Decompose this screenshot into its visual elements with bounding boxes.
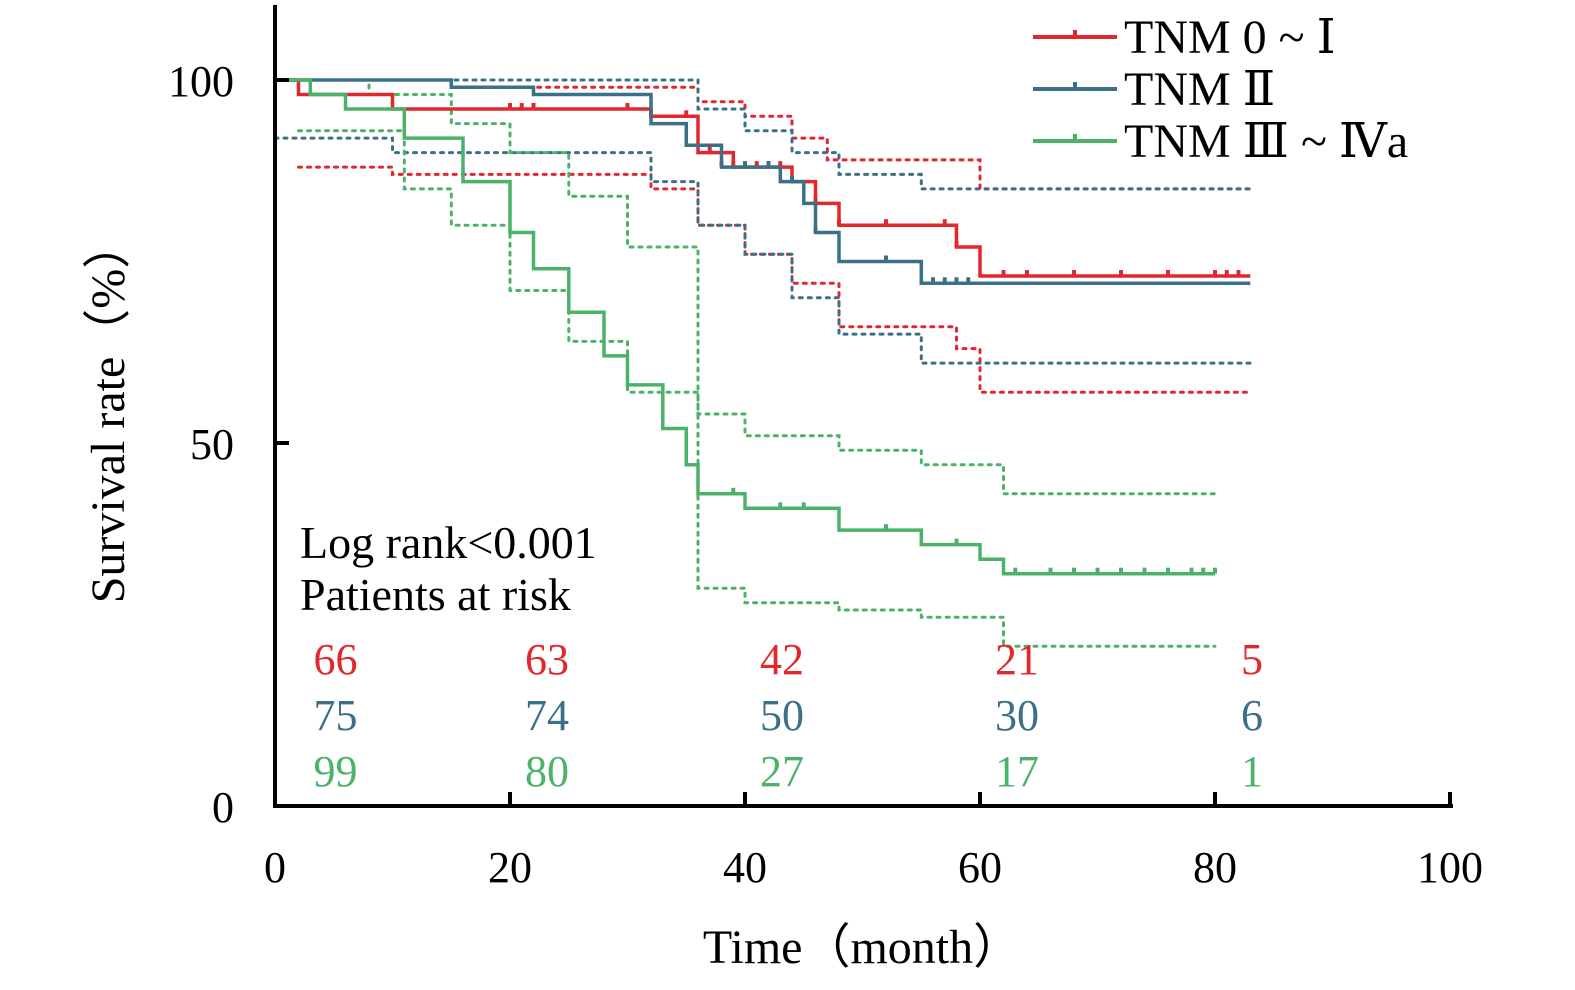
legend-label: TNM Ⅱ (1124, 63, 1275, 116)
patients-at-risk-label: Patients at risk (300, 569, 571, 620)
risk-count: 75 (314, 691, 358, 740)
risk-count: 50 (760, 691, 804, 740)
x-tick-label: 60 (958, 843, 1002, 892)
x-tick-label: 20 (488, 843, 532, 892)
log-rank-annotation: Log rank<0.001 (300, 517, 597, 568)
confidence-interval-layer (273, 78, 1252, 648)
series-0-lower-ci-line (297, 165, 1252, 394)
y-tick-label: 100 (168, 57, 234, 106)
x-tick-label: 80 (1193, 843, 1237, 892)
series-1-upper-ci-line (273, 78, 1252, 191)
y-tick-label: 50 (190, 420, 234, 469)
series-2-lower-ci-line (297, 129, 1217, 648)
x-tick-label: 0 (264, 843, 286, 892)
x-tick-label: 100 (1417, 843, 1483, 892)
x-tick-label: 40 (723, 843, 767, 892)
risk-count: 6 (1241, 691, 1263, 740)
risk-table: 66 63 42 21 5 75 74 50 30 6 99 80 27 17 1 (314, 635, 1264, 796)
risk-count: 74 (525, 691, 569, 740)
y-axis-title: Survival rate（%） (82, 221, 135, 604)
risk-count: 27 (760, 747, 804, 796)
x-axis-title: Time（month） (703, 921, 1021, 974)
series-0-upper-ci-line (273, 78, 1252, 191)
risk-count: 63 (525, 635, 569, 684)
risk-count: 5 (1241, 635, 1263, 684)
risk-count: 42 (760, 635, 804, 684)
series-1-lower-ci-line (273, 136, 1252, 365)
risk-count: 99 (314, 747, 358, 796)
risk-count: 80 (525, 747, 569, 796)
axes (273, 5, 1453, 808)
y-tick-label: 0 (212, 783, 234, 832)
legend-label: TNM 0 ~ Ⅰ (1124, 11, 1336, 64)
risk-count: 66 (314, 635, 358, 684)
risk-count: 21 (995, 635, 1039, 684)
risk-count: 17 (995, 747, 1039, 796)
y-ticks: 0 50 100 (168, 57, 289, 832)
legend-label: TNM Ⅲ ~ Ⅳa (1124, 115, 1408, 168)
risk-count: 30 (995, 691, 1039, 740)
series-2-survival-line (275, 78, 1215, 576)
series-1-survival-line (275, 78, 1251, 286)
survival-curve-layer (275, 78, 1251, 576)
x-ticks: 0 20 40 60 80 100 (264, 792, 1483, 892)
risk-count: 1 (1241, 747, 1263, 796)
series-0-survival-line (275, 78, 1251, 278)
